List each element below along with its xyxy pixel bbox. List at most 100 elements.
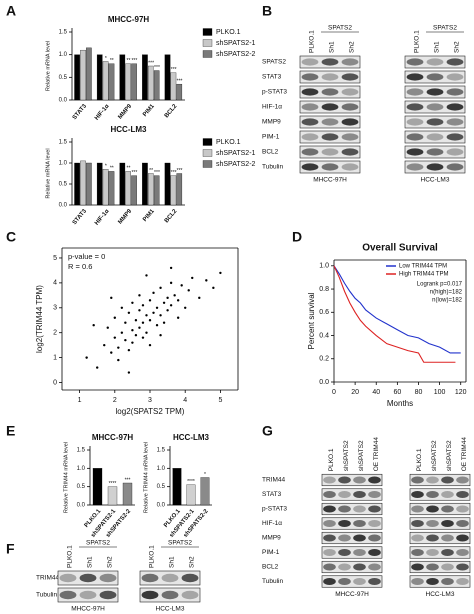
row-label: TRIM44 — [262, 477, 286, 484]
scatter-point — [169, 266, 173, 270]
blot-band — [353, 491, 366, 498]
blot-band — [79, 573, 97, 583]
blot-band — [441, 520, 454, 527]
significance-label: *** — [131, 170, 137, 176]
group-label: HCC-LM3 — [156, 606, 185, 613]
blot-band — [301, 133, 319, 141]
lane-label: OE TRIM44 — [461, 437, 468, 472]
lane-label: OE TRIM44 — [373, 437, 380, 472]
blot-band — [441, 549, 454, 556]
y-tick-label: 1.0 — [59, 52, 68, 58]
scatter-point — [124, 321, 127, 324]
blot-band — [321, 88, 339, 96]
significance-label: *** — [177, 78, 183, 84]
scatter-point — [173, 294, 176, 297]
blot-band — [441, 578, 454, 585]
blot-band — [426, 163, 444, 171]
scatter-point — [169, 304, 173, 307]
bar — [125, 63, 131, 101]
blot-band — [338, 476, 351, 484]
significance-label: ** — [127, 166, 131, 172]
blot-band — [338, 534, 351, 542]
lane-label: shSPATS2 — [431, 440, 438, 471]
blot-band — [446, 103, 464, 111]
blot-band — [456, 520, 469, 527]
legend-swatch — [202, 39, 213, 47]
scatter-point — [117, 346, 120, 349]
legend-label: High TRIM44 TPM — [399, 272, 448, 278]
x-tick-label: 4 — [183, 397, 187, 404]
blot-band — [341, 88, 359, 96]
blot-band — [426, 578, 439, 585]
row-label: MMP9 — [262, 535, 281, 542]
row-label: HIF-1α — [262, 520, 282, 527]
group-label: HCC-LM3 — [426, 591, 455, 598]
scatter-point — [145, 274, 148, 277]
y-tick-label: 0.5 — [77, 484, 86, 490]
scatter-point — [212, 286, 215, 290]
blot-strip — [321, 502, 383, 516]
blot-strip — [321, 546, 383, 559]
scatter-point — [113, 316, 117, 319]
blot-band — [456, 491, 469, 498]
blot-band — [321, 118, 339, 126]
blot-band — [406, 58, 424, 66]
row-label: BCL2 — [262, 564, 279, 571]
blot-band — [441, 505, 454, 513]
row-label: Tubulin — [262, 164, 283, 171]
scatter-point — [152, 291, 155, 295]
blot-band — [441, 534, 454, 542]
row-label: Tubulin — [36, 592, 57, 599]
legend-swatch — [202, 160, 213, 168]
lane-label: Sh2 — [349, 41, 356, 53]
x-axis-label: Months — [387, 399, 413, 408]
blot-band — [411, 549, 424, 556]
bar — [153, 70, 160, 101]
y-tick-label: 1.5 — [59, 140, 68, 146]
y-tick-label: 1.0 — [77, 466, 86, 472]
y-tick-label: 0.6 — [319, 309, 329, 316]
blot-strip — [409, 575, 471, 588]
blot-strip — [409, 560, 471, 574]
scatter-point — [120, 331, 124, 334]
y-tick-label: 0.8 — [319, 286, 329, 293]
y-tick-label: 3 — [53, 305, 57, 312]
blot-band — [323, 505, 336, 513]
chart-title: Overall Survival — [362, 243, 438, 254]
scatter-point — [141, 321, 145, 324]
blot-band — [426, 148, 444, 156]
blot-band — [426, 88, 444, 96]
x-tick-label: 20 — [351, 389, 359, 396]
scatter-point — [103, 343, 106, 347]
scatter-point — [219, 271, 222, 275]
blot-band — [161, 590, 179, 600]
blot-band — [323, 549, 336, 556]
survival-line — [333, 265, 461, 354]
bar — [142, 54, 148, 101]
panel-letter: F — [6, 541, 15, 557]
significance-label: *** — [171, 170, 177, 176]
blot-strip — [299, 115, 361, 129]
blot-band — [411, 563, 424, 571]
blot-band — [456, 563, 469, 571]
blot-band — [321, 73, 339, 81]
panel-letter: G — [262, 423, 273, 439]
row-label: BCL2 — [262, 149, 279, 156]
scatter-point — [138, 309, 141, 312]
lane-header: SPATS2 — [86, 540, 110, 547]
panel-letter: E — [6, 423, 15, 439]
row-label: STAT3 — [262, 491, 282, 498]
blot-band — [323, 520, 336, 527]
lane-label: Sh2 — [454, 41, 461, 53]
blot-band — [368, 520, 381, 527]
blot-band — [341, 163, 359, 171]
legend-label: shSPATS2-1 — [216, 40, 256, 47]
blot-band — [411, 476, 424, 484]
x-tick-label: 1 — [78, 397, 82, 404]
blot-band — [338, 578, 351, 585]
blot-band — [301, 148, 319, 156]
lane-label: PLKO.1 — [309, 30, 316, 53]
y-tick-label: 0.0 — [157, 503, 166, 509]
scatter-point — [180, 284, 183, 287]
blot-band — [301, 73, 319, 81]
